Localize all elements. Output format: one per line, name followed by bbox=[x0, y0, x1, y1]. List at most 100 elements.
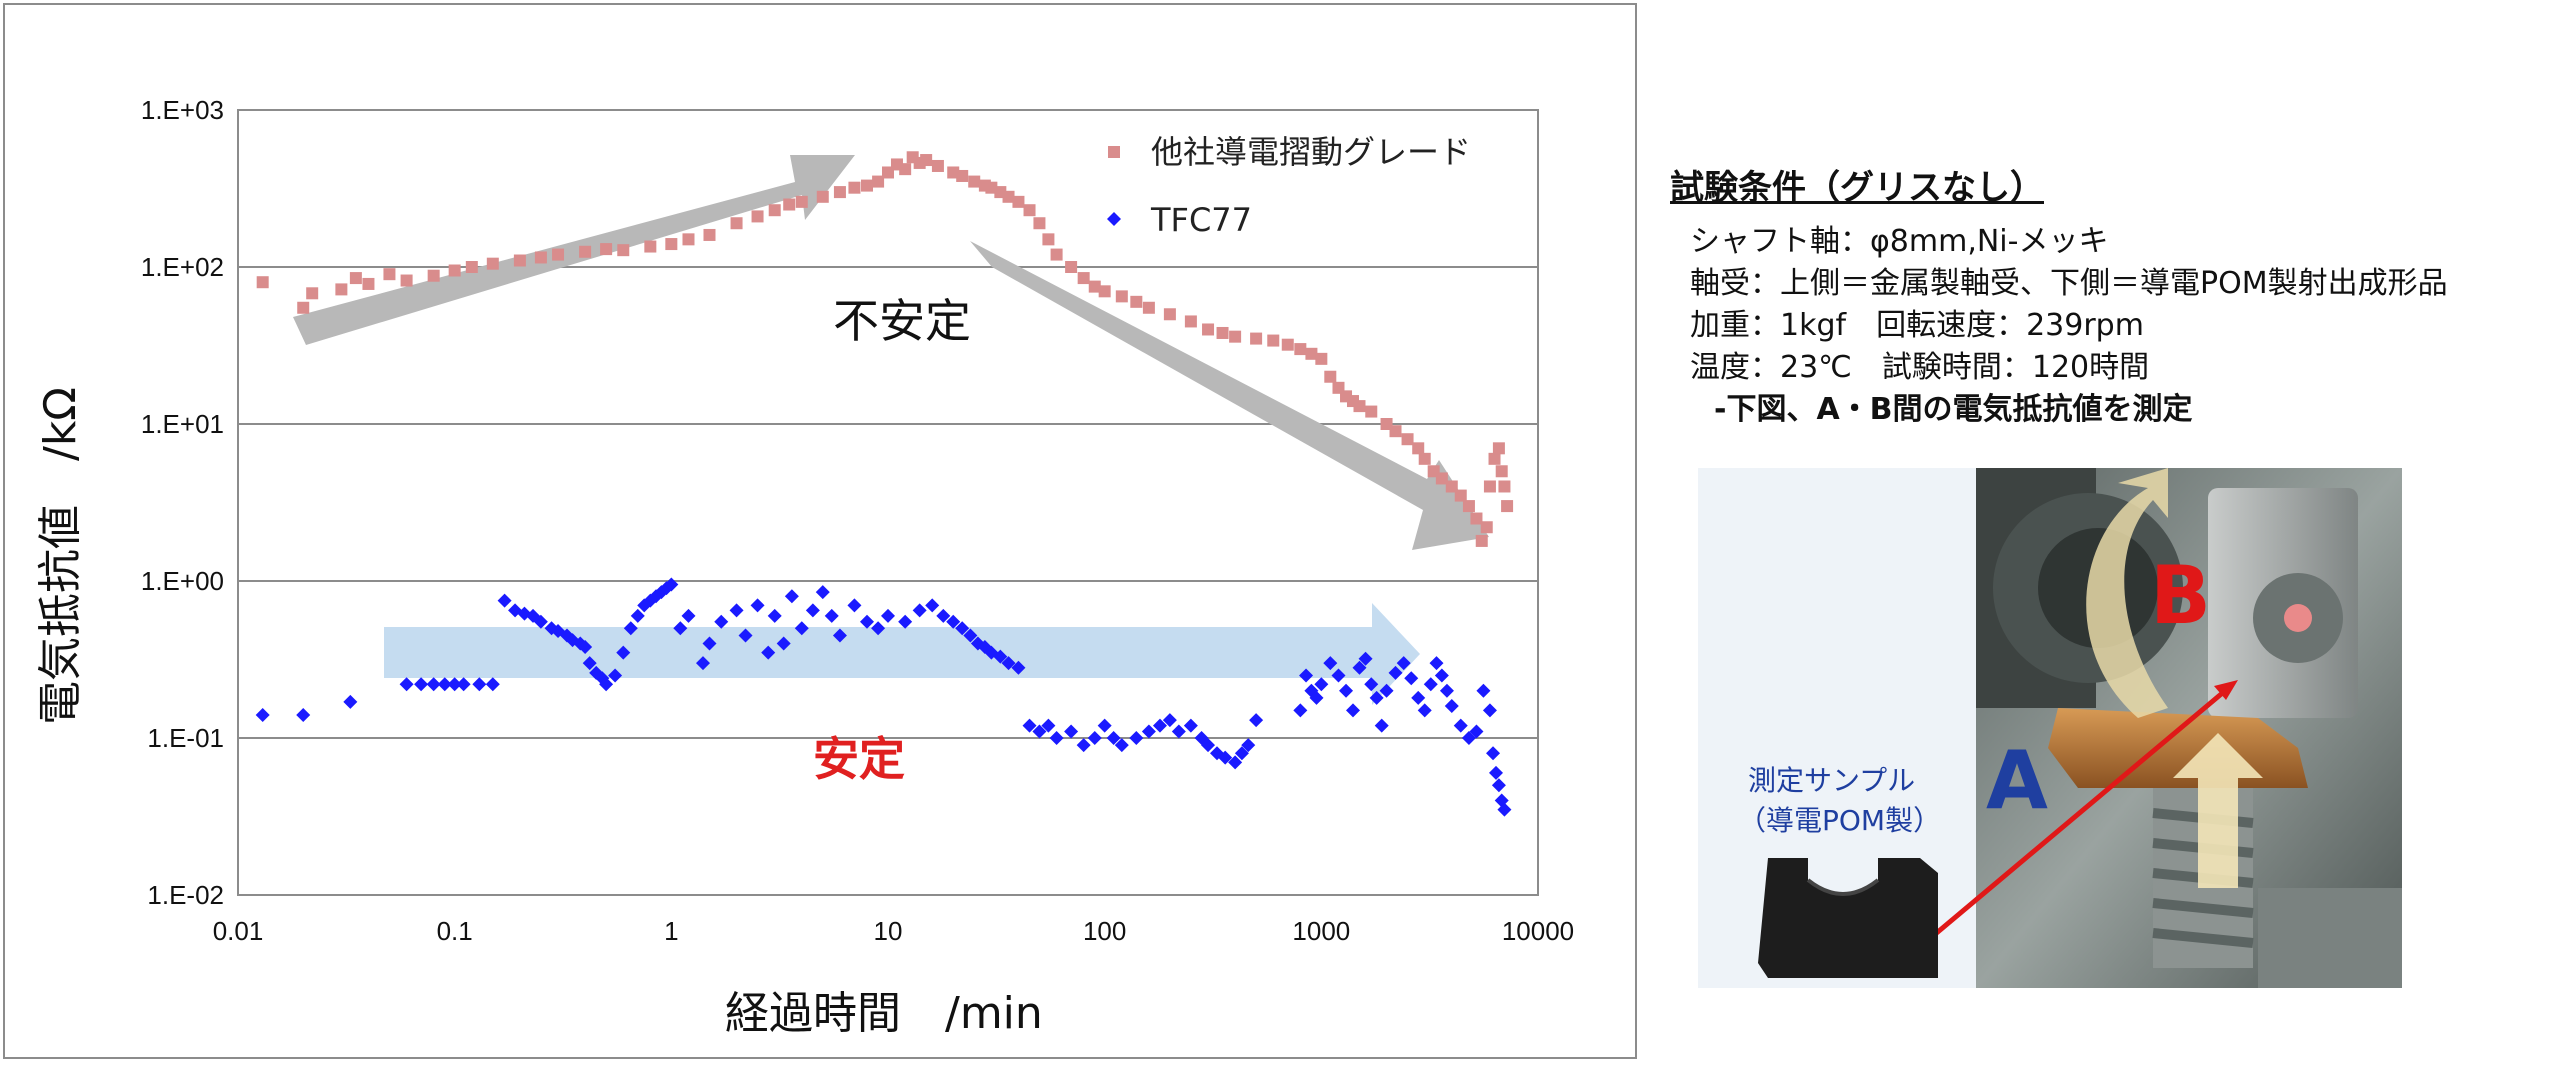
competitor-data-point bbox=[931, 159, 944, 172]
stable-annotation: 安定 bbox=[813, 732, 905, 786]
tfc77-data-point bbox=[761, 645, 776, 660]
tfc77-data-point bbox=[1345, 703, 1360, 718]
tfc77-data-point bbox=[871, 621, 886, 636]
tfc77-data-point bbox=[1358, 651, 1373, 666]
y-tick-label: 1.E+00 bbox=[141, 566, 224, 596]
competitor-data-point bbox=[751, 210, 764, 223]
tfc77-data-point bbox=[860, 614, 875, 629]
setup-illustration: B A 測定サンプル （導電POM製） bbox=[1738, 468, 2402, 988]
tfc77-data-point bbox=[1352, 660, 1367, 675]
tfc77-data-point bbox=[630, 608, 645, 623]
tfc77-data-point bbox=[824, 608, 839, 623]
tfc77-data-point bbox=[805, 603, 820, 618]
tfc77-data-point bbox=[1417, 703, 1432, 718]
x-tick-label: 100 bbox=[1083, 916, 1126, 946]
competitor-data-point bbox=[349, 272, 362, 285]
competitor-data-point bbox=[1324, 370, 1337, 383]
competitor-data-point bbox=[920, 154, 933, 167]
tfc77-data-point bbox=[456, 677, 471, 692]
a-b-connection-line bbox=[1931, 688, 2228, 938]
competitor-data-point bbox=[665, 238, 678, 251]
competitor-data-point bbox=[1033, 217, 1046, 230]
competitor-data-point bbox=[968, 175, 981, 188]
load-arrow-up bbox=[2173, 733, 2263, 888]
a-b-connection-arrowhead bbox=[2214, 680, 2238, 700]
x-tick-label: 0.01 bbox=[213, 916, 264, 946]
tfc77-data-point bbox=[1299, 668, 1314, 683]
tfc77-data-point bbox=[1461, 731, 1476, 745]
tfc77-data-point bbox=[729, 603, 744, 618]
tfc77-data-point bbox=[1379, 683, 1394, 698]
competitor-data-point bbox=[1294, 343, 1307, 356]
stable-trend-arrow bbox=[384, 603, 1420, 705]
tfc77-data-point bbox=[1453, 718, 1468, 733]
unstable-trend-arrow-down bbox=[970, 241, 1489, 550]
tfc77-data-point bbox=[1032, 724, 1047, 739]
competitor-data-point bbox=[362, 277, 375, 290]
tfc77-data-point bbox=[912, 603, 927, 618]
tfc77-data-point bbox=[426, 677, 441, 692]
x-axis-title: 経過時間 /min bbox=[725, 988, 1043, 1039]
tfc77-data-point bbox=[738, 628, 753, 643]
plot-area bbox=[237, 109, 1539, 896]
test-conditions: 試験条件（グリスなし） シャフト軸：φ8mm,Ni-メッキ 軸受：上側＝金属製軸… bbox=[1670, 160, 2550, 431]
competitor-data-point bbox=[552, 248, 565, 261]
tfc77-data-point bbox=[714, 614, 729, 629]
competitor-data-point bbox=[833, 186, 846, 199]
tfc77-data-point bbox=[1152, 718, 1167, 733]
condition-measurement-note: -下図、A・B間の電気抵抗値を測定 bbox=[1714, 392, 2193, 427]
condition-bearing: 軸受：上側＝金属製軸受、下側＝導電POM製射出成形品 bbox=[1690, 266, 2448, 301]
legend: 他社導電摺動グレード TFC77 bbox=[1107, 133, 1471, 239]
tfc77-data-point bbox=[497, 593, 512, 608]
conditions-title: 試験条件（グリスなし） bbox=[1670, 168, 2044, 208]
competitor-data-point bbox=[1495, 465, 1508, 478]
tfc77-data-point bbox=[1141, 724, 1156, 739]
competitor-data-point bbox=[703, 228, 716, 241]
competitor-data-point bbox=[1315, 352, 1328, 365]
unstable-annotation: 不安定 bbox=[833, 294, 971, 348]
competitor-data-point bbox=[848, 181, 861, 194]
tfc77-data-point bbox=[1022, 718, 1037, 733]
competitor-data-point bbox=[1498, 480, 1511, 493]
competitor-data-point bbox=[1184, 315, 1197, 328]
x-tick-label: 1000 bbox=[1292, 916, 1350, 946]
competitor-data-point bbox=[795, 195, 808, 208]
competitor-data-point bbox=[513, 254, 526, 267]
tfc77-data-point bbox=[1234, 746, 1249, 761]
competitor-data-point bbox=[1475, 534, 1488, 547]
tfc77-data-point bbox=[832, 628, 847, 643]
x-tick-label: 1 bbox=[664, 916, 678, 946]
tfc77-data-point bbox=[437, 677, 452, 692]
competitor-data-point bbox=[306, 287, 319, 300]
tfc77-data-point bbox=[1486, 746, 1501, 761]
y-tick-label: 1.E+02 bbox=[141, 252, 224, 282]
tfc77-data-point bbox=[673, 621, 688, 636]
tfc77-data-point bbox=[1369, 690, 1384, 705]
y-axis-title: 電気抵抗値 /kΩ bbox=[35, 387, 86, 725]
competitor-data-point bbox=[1098, 285, 1111, 298]
condition-load-speed: 加重：1kgf 回転速度：239rpm bbox=[1690, 308, 2144, 343]
competitor-data-point bbox=[1130, 295, 1143, 308]
tfc77-data-point bbox=[485, 677, 500, 692]
tfc77-data-point bbox=[1439, 683, 1454, 698]
tfc77-data-point bbox=[1228, 755, 1243, 770]
legend-label-tfc77: TFC77 bbox=[1150, 201, 1252, 239]
condition-temp-time: 温度：23℃ 試験時間：120時間 bbox=[1690, 350, 2150, 385]
competitor-data-point bbox=[872, 175, 885, 188]
competitor-data-point bbox=[1163, 308, 1176, 321]
competitor-data-point bbox=[1445, 480, 1458, 493]
tfc77-data-point bbox=[847, 598, 862, 613]
tfc77-data-point bbox=[1041, 718, 1056, 733]
competitor-data-point bbox=[1305, 347, 1318, 360]
tfc77-data-point bbox=[1162, 713, 1177, 728]
y-tick-label: 1.E-01 bbox=[147, 723, 224, 753]
axis-ticks: 1.E+03 1.E+02 1.E+01 1.E+00 1.E-01 1.E-02 0.01… bbox=[141, 95, 1574, 946]
tfc77-data-point bbox=[1309, 690, 1324, 705]
tfc77-data-point bbox=[343, 694, 358, 709]
competitor-data-point bbox=[427, 269, 440, 282]
tfc77-data-point bbox=[1114, 738, 1129, 753]
tfc77-data-point bbox=[1404, 671, 1419, 686]
tfc77-data-point bbox=[578, 639, 593, 654]
competitor-data-point bbox=[768, 204, 781, 217]
pom-sample-block bbox=[1758, 858, 1938, 978]
